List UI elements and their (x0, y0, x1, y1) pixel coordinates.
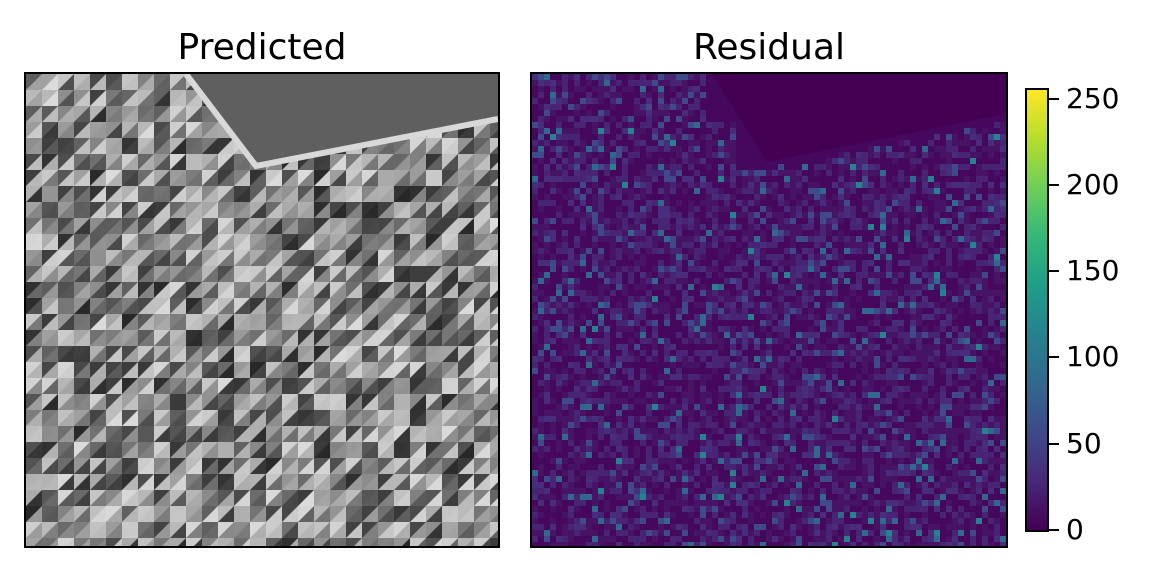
colorbar-tick-label: 100 (1066, 340, 1120, 374)
colorbar-tick (1049, 183, 1059, 186)
colorbar-tick (1049, 97, 1059, 100)
colorbar-tick-label: 200 (1066, 167, 1120, 201)
residual-heatmap (532, 74, 1006, 546)
colorbar-tick (1049, 356, 1059, 359)
colorbar-tick-label: 150 (1066, 254, 1120, 288)
colorbar (1025, 88, 1049, 532)
colorbar-tick (1049, 270, 1059, 273)
colorbar-tick-label: 250 (1066, 81, 1120, 115)
predicted-image (26, 74, 498, 546)
residual-heatmap-panel (530, 72, 1008, 548)
colorbar-tick-label: 0 (1066, 513, 1084, 546)
colorbar-tick (1049, 529, 1059, 531)
colorbar-tick-label: 50 (1066, 426, 1102, 460)
colorbar-tick (1049, 442, 1059, 445)
predicted-title: Predicted (177, 27, 347, 68)
predicted-image-panel (24, 72, 500, 548)
residual-title: Residual (692, 27, 846, 68)
